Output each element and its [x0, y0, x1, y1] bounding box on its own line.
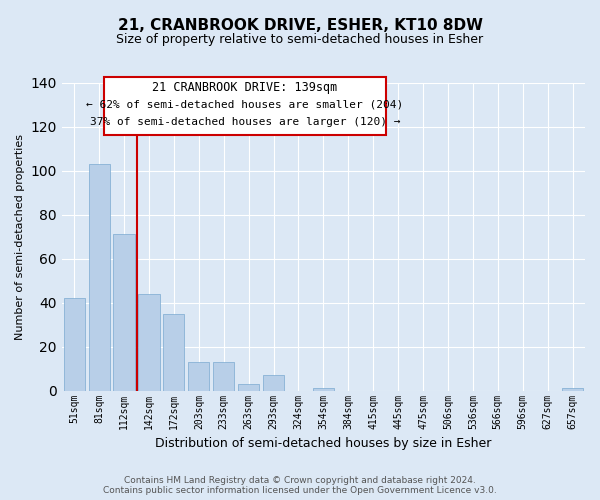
Bar [163, 314, 184, 390]
Bar [263, 375, 284, 390]
Bar [213, 362, 235, 390]
Bar [139, 294, 160, 390]
Bar [313, 388, 334, 390]
Y-axis label: Number of semi-detached properties: Number of semi-detached properties [15, 134, 25, 340]
Bar [89, 164, 110, 390]
Text: 37% of semi-detached houses are larger (120) →: 37% of semi-detached houses are larger (… [89, 117, 400, 127]
Bar [238, 384, 259, 390]
Text: Contains HM Land Registry data © Crown copyright and database right 2024.: Contains HM Land Registry data © Crown c… [124, 476, 476, 485]
FancyBboxPatch shape [104, 76, 386, 135]
Text: ← 62% of semi-detached houses are smaller (204): ← 62% of semi-detached houses are smalle… [86, 100, 404, 110]
Bar [188, 362, 209, 390]
Text: Size of property relative to semi-detached houses in Esher: Size of property relative to semi-detach… [116, 32, 484, 46]
Bar [64, 298, 85, 390]
Bar [562, 388, 583, 390]
Bar [113, 234, 134, 390]
Text: 21, CRANBROOK DRIVE, ESHER, KT10 8DW: 21, CRANBROOK DRIVE, ESHER, KT10 8DW [118, 18, 482, 32]
Text: Contains public sector information licensed under the Open Government Licence v3: Contains public sector information licen… [103, 486, 497, 495]
Text: 21 CRANBROOK DRIVE: 139sqm: 21 CRANBROOK DRIVE: 139sqm [152, 80, 338, 94]
X-axis label: Distribution of semi-detached houses by size in Esher: Distribution of semi-detached houses by … [155, 437, 491, 450]
